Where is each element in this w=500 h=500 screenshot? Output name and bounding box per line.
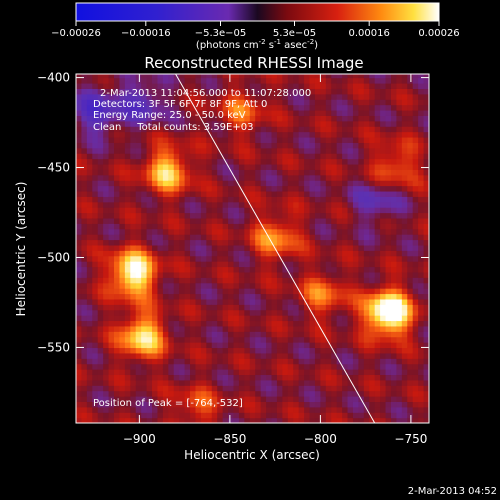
- y-axis-ticks: −400 −450 −500 −550: [37, 71, 429, 354]
- y-tick-label: −550: [37, 340, 70, 354]
- x-tick-label: −750: [394, 432, 427, 446]
- x-tick-label: −800: [304, 432, 337, 446]
- y-axis-label: Heliocentric Y (arcsec): [14, 182, 28, 317]
- colorbar-tick-label: −5.3e−05: [195, 28, 247, 39]
- x-tick-label: −900: [123, 432, 156, 446]
- annotation-clean: Clean Total counts: 3.59E+03: [93, 122, 253, 133]
- x-axis-ticks: −900 −850 −800 −750: [123, 74, 427, 446]
- colorbar-tick-label: −0.00026: [51, 28, 101, 39]
- y-tick-label: −400: [37, 71, 70, 85]
- y-tick-label: −450: [37, 161, 70, 175]
- heatmap-image: [76, 74, 429, 423]
- colorbar: [75, 2, 440, 22]
- colorbar-tick-label: −0.00016: [121, 28, 171, 39]
- annotation-peak: Position of Peak = [-764,-532]: [93, 398, 243, 409]
- annotation-energy: Energy Range: 25.0 - 50.0 keV: [93, 110, 246, 121]
- colorbar-tick-label: 0.00026: [418, 28, 459, 39]
- y-tick-label: −500: [37, 250, 70, 264]
- x-axis-label: Heliocentric X (arcsec): [184, 448, 320, 462]
- colorbar-tick-labels: −0.00026 −0.00016 −5.3e−05 5.3e−05 0.00016 0.…: [51, 28, 460, 39]
- annotation-time-range: 2-Mar-2013 11:04:56.000 to 11:07:28.000: [100, 88, 311, 99]
- colorbar-unit-label: (photons cm-2 s-1 asec-2): [196, 38, 318, 51]
- plot-frame: [75, 73, 430, 424]
- x-tick-label: −850: [213, 432, 246, 446]
- annotation-detectors: Detectors: 3F 5F 6F 7F 8F 9F, Att 0: [93, 99, 267, 110]
- colorbar-ticks: [75, 21, 440, 26]
- solar-limb-line: [175, 74, 376, 423]
- colorbar-tick-label: 5.3e−05: [273, 28, 316, 39]
- colorbar-tick-label: 0.00016: [349, 28, 390, 39]
- image-annotations: 2-Mar-2013 11:04:56.000 to 11:07:28.000 …: [93, 88, 311, 409]
- chart-title: Reconstructed RHESSI Image: [144, 54, 363, 72]
- footer-timestamp: 2-Mar-2013 04:52: [408, 486, 497, 497]
